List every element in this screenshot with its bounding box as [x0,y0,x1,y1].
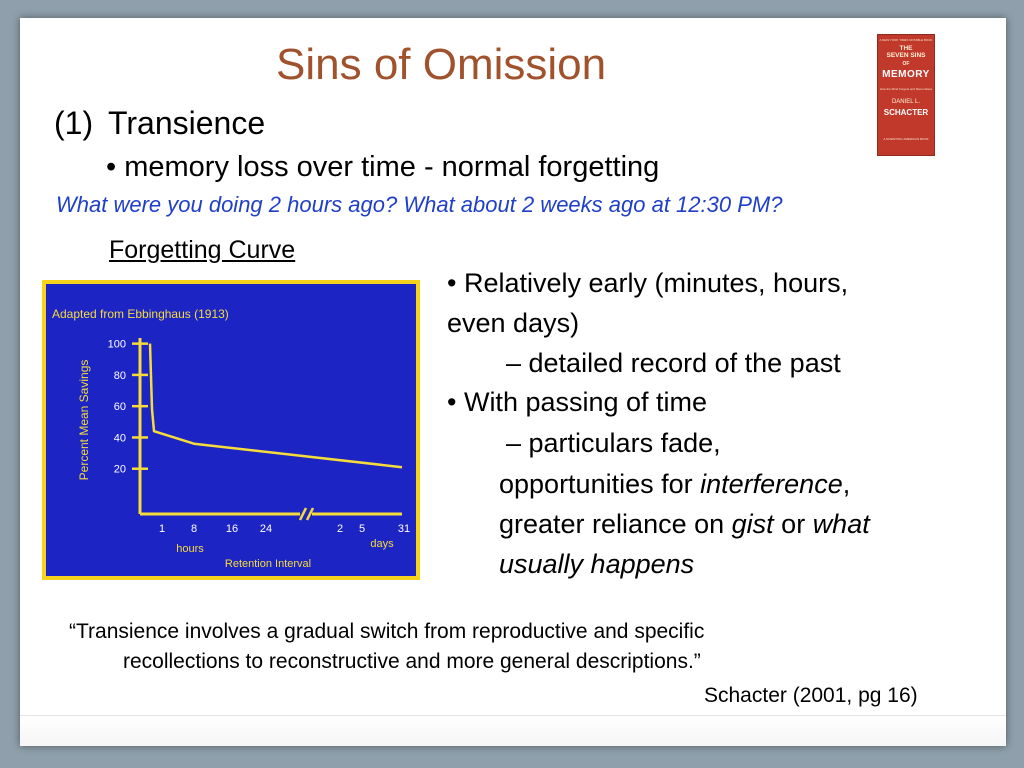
point-usually-happens-em: usually happens [499,549,695,579]
forgetting-curve-heading: Forgetting Curve [109,236,296,264]
slide-title: Sins of Omission [276,40,607,89]
section-heading: Transience [108,105,266,141]
point-interference: opportunities for interference, [499,469,850,500]
book-cover-tagline: A NEW YORK TIMES NOTABLE BOOK [879,38,933,42]
quote-line-1: “Transience involves a gradual switch fr… [69,620,705,643]
chart-y-tick-label: 20 [114,464,126,476]
point-gist-pre: greater reliance on [499,509,732,539]
point-gist-em2: what [812,509,870,539]
point-passing-time: • With passing of time [447,387,708,417]
chart-x-tick-label: 5 [359,523,365,535]
book-cover-author-first: DANIEL L. [891,99,921,105]
chart-x-unit-hours: hours [176,543,204,555]
chart-y-axis-label: Percent Mean Savings [77,360,91,481]
chart-plot-background [46,284,416,576]
book-cover-the: THE [899,45,913,52]
chart-y-tick-label: 80 [114,370,126,382]
book-cover-memory: MEMORY [882,69,930,80]
definition-bullet: • memory loss over time - normal forgett… [106,151,660,183]
chart-forgetting-curve [148,343,403,469]
chart-title: Adapted from Ebbinghaus (1913) [52,307,229,321]
chart-x-tick-label: 31 [398,523,410,535]
chart-axis-break-mark-2 [305,507,315,521]
chart-x-tick-label: 16 [226,523,238,535]
book-cover-of: OF [902,61,910,67]
point-early-cont: even days) [447,308,580,338]
book-cover-seven-sins: SEVEN SINS [886,52,926,59]
chart-x-tick-label: 8 [191,523,197,535]
quote-source: Schacter (2001, pg 16) [704,684,918,707]
chart-y-tick-label: 40 [114,432,126,444]
chart-x-tick-label: 24 [260,523,272,535]
point-gist: greater reliance on gist or what [499,509,870,540]
point-interference-pre: opportunities for [499,469,701,499]
point-detailed-record: – detailed record of the past [506,348,841,378]
chart-x-axis-label: Retention Interval [225,558,311,570]
chart-axis-break-mark-1 [298,507,308,521]
chart-x-tick-label: 2 [337,523,343,535]
point-early: • Relatively early (minutes, hours, [447,268,849,298]
chart-y-tick-label: 60 [114,401,126,413]
book-cover-footer: A SCIENTIFIC AMERICAN BOOK [883,137,929,141]
point-usually-happens: usually happens [499,549,694,580]
forgetting-curve-chart: Adapted from Ebbinghaus (1913) Percent Me… [42,280,420,580]
slide: Sins of Omission A NEW YORK TIMES NOTABL… [20,18,1006,746]
point-interference-post: , [842,469,851,499]
chart-x-unit-days: days [370,538,394,550]
book-cover-subtitle: How the Mind Forgets and Remembers [879,87,933,91]
chart-svg: Adapted from Ebbinghaus (1913) Percent Me… [46,284,416,576]
section-number: (1) [54,105,94,141]
book-cover-image: A NEW YORK TIMES NOTABLE BOOK THE SEVEN … [877,34,935,156]
slide-footer-band [20,715,1006,746]
point-particulars-fade: – particulars fade, [506,428,721,458]
point-interference-em: interference [700,469,843,499]
book-cover-author-last: SCHACTER [883,108,929,117]
book-cover-title-top: THE SEVEN SINS [878,45,934,59]
point-gist-mid: or [773,509,813,539]
point-gist-em: gist [731,509,774,539]
chart-y-tick-label: 100 [108,339,126,351]
question-text: What were you doing 2 hours ago? What ab… [56,192,783,217]
chart-x-tick-label: 1 [159,523,165,535]
quote-line-2: recollections to reconstructive and more… [123,650,701,673]
